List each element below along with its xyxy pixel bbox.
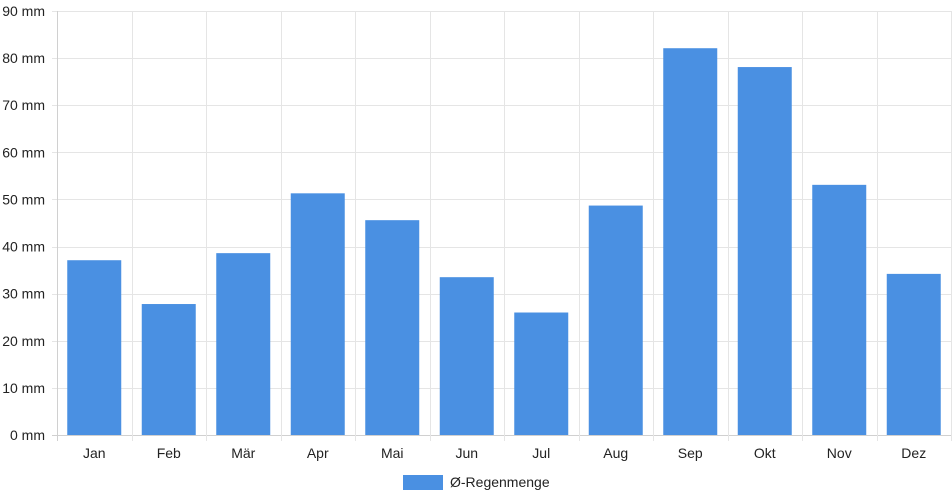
x-tick-label: Aug bbox=[603, 445, 628, 461]
x-tick-label: Dez bbox=[901, 445, 926, 461]
x-tick-label: Sep bbox=[678, 445, 703, 461]
bar-feb[interactable] bbox=[141, 304, 196, 435]
y-tick-label: 30 mm bbox=[2, 286, 45, 302]
y-tick-label: 80 mm bbox=[2, 50, 45, 66]
x-tick-label: Okt bbox=[754, 445, 776, 461]
x-tick-label: Feb bbox=[157, 445, 181, 461]
y-tick-label: 20 mm bbox=[2, 333, 45, 349]
y-tick-label: 60 mm bbox=[2, 144, 45, 160]
legend-label[interactable]: Ø-Regenmenge bbox=[450, 474, 550, 490]
bar-jan[interactable] bbox=[67, 260, 122, 435]
bar-mär[interactable] bbox=[216, 253, 271, 435]
y-tick-label: 40 mm bbox=[2, 239, 45, 255]
y-tick-label: 0 mm bbox=[10, 427, 45, 443]
x-tick-label: Apr bbox=[307, 445, 329, 461]
bar-nov[interactable] bbox=[812, 184, 867, 435]
y-tick-label: 70 mm bbox=[2, 97, 45, 113]
y-tick-label: 10 mm bbox=[2, 380, 45, 396]
bar-dez[interactable] bbox=[886, 273, 941, 435]
bar-mai[interactable] bbox=[365, 220, 420, 435]
x-tick-label: Jul bbox=[532, 445, 550, 461]
legend[interactable]: Ø-Regenmenge bbox=[403, 474, 550, 490]
x-tick-label: Mär bbox=[231, 445, 255, 461]
bar-okt[interactable] bbox=[737, 67, 792, 435]
x-tick-label: Nov bbox=[827, 445, 852, 461]
bar-aug[interactable] bbox=[588, 205, 643, 435]
bar-jul[interactable] bbox=[514, 312, 569, 435]
bar-sep[interactable] bbox=[663, 48, 718, 436]
y-tick-label: 50 mm bbox=[2, 191, 45, 207]
legend-swatch[interactable] bbox=[403, 475, 443, 490]
x-tick-label: Jan bbox=[83, 445, 106, 461]
x-tick-label: Jun bbox=[455, 445, 478, 461]
bar-jun[interactable] bbox=[439, 277, 494, 435]
y-axis-labels: 0 mm 10 mm 20 mm 30 mm 40 mm 50 mm 60 mm 70 mm 8… bbox=[2, 3, 45, 443]
x-tick-label: Mai bbox=[381, 445, 404, 461]
y-tick-label: 90 mm bbox=[2, 3, 45, 19]
bar-series-regenmenge bbox=[67, 48, 941, 436]
bar-apr[interactable] bbox=[290, 193, 345, 435]
x-axis-labels: Jan Feb Mär Apr Mai Jun Jul Aug Sep Okt Nov Dez bbox=[83, 445, 926, 461]
